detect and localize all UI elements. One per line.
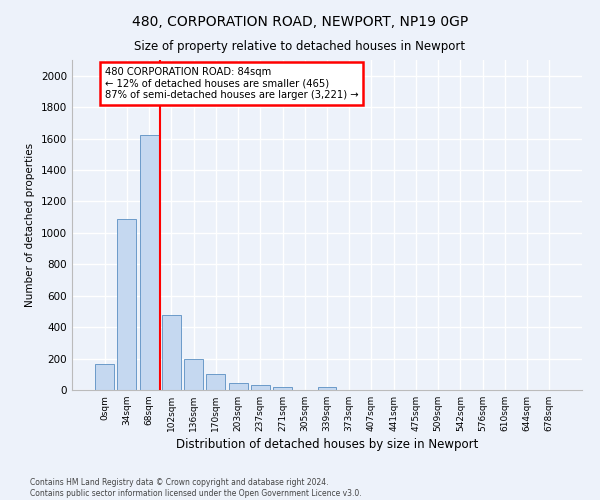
- Bar: [118, 218, 136, 390]
- Text: Contains HM Land Registry data © Crown copyright and database right 2024.
Contai: Contains HM Land Registry data © Crown c…: [30, 478, 362, 498]
- Text: 480, CORPORATION ROAD, NEWPORT, NP19 0GP: 480, CORPORATION ROAD, NEWPORT, NP19 0GP: [132, 15, 468, 29]
- Bar: [273, 387, 292, 390]
- Bar: [251, 384, 270, 390]
- X-axis label: Distribution of detached houses by size in Newport: Distribution of detached houses by size …: [176, 438, 478, 451]
- Bar: [317, 387, 337, 390]
- Text: 480 CORPORATION ROAD: 84sqm
← 12% of detached houses are smaller (465)
87% of se: 480 CORPORATION ROAD: 84sqm ← 12% of det…: [105, 67, 358, 100]
- Bar: [184, 358, 203, 390]
- Bar: [140, 134, 158, 390]
- Bar: [95, 364, 114, 390]
- Y-axis label: Number of detached properties: Number of detached properties: [25, 143, 35, 307]
- Bar: [206, 374, 225, 390]
- Bar: [162, 314, 181, 390]
- Text: Size of property relative to detached houses in Newport: Size of property relative to detached ho…: [134, 40, 466, 53]
- Bar: [229, 383, 248, 390]
